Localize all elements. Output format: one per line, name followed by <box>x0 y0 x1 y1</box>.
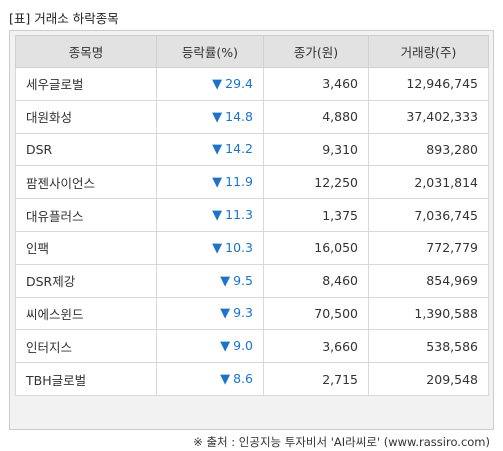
stock-name-cell: DSR <box>15 132 157 167</box>
close-price-cell: 9,310 <box>263 132 369 167</box>
close-price-cell: 3,660 <box>263 329 369 364</box>
close-price-cell: 8,460 <box>263 263 369 298</box>
volume-cell: 209,548 <box>368 362 489 396</box>
change-rate-value: 29.4 <box>225 75 253 91</box>
volume-cell: 12,946,745 <box>368 67 489 101</box>
change-rate-cell: ▼ 9.5 <box>156 263 264 298</box>
table-row: 팜젠사이언스 ▼ 11.9 12,250 2,031,814 <box>15 165 489 200</box>
close-price-cell: 70,500 <box>263 296 369 331</box>
down-triangle-icon: ▼ <box>212 109 223 125</box>
down-triangle-icon: ▼ <box>212 175 223 191</box>
close-price-cell: 3,460 <box>263 67 369 101</box>
volume-cell: 37,402,333 <box>368 99 489 134</box>
stock-name-cell: 인터지스 <box>15 329 157 364</box>
stock-name-cell: 팜젠사이언스 <box>15 165 157 200</box>
table-row: 대유플러스 ▼ 11.3 1,375 7,036,745 <box>15 198 489 232</box>
down-triangle-icon: ▼ <box>220 306 231 322</box>
volume-cell: 772,779 <box>368 230 489 265</box>
down-triangle-icon: ▼ <box>220 339 231 355</box>
change-rate-cell: ▼ 10.3 <box>156 230 264 265</box>
change-rate-value: 11.9 <box>225 174 253 190</box>
stock-name-cell: 인팩 <box>15 230 157 265</box>
table-row: 대원화성 ▼ 14.8 4,880 37,402,333 <box>15 99 489 134</box>
table-row: 인팩 ▼ 10.3 16,050 772,779 <box>15 230 489 265</box>
change-rate-value: 10.3 <box>225 239 253 255</box>
stock-name-cell: TBH글로벌 <box>15 362 157 396</box>
change-rate-cell: ▼ 14.8 <box>156 99 264 134</box>
change-rate-value: 14.2 <box>225 141 253 157</box>
change-rate-value: 9.5 <box>233 272 253 288</box>
change-rate-cell: ▼ 9.0 <box>156 329 264 364</box>
falling-stocks-table: 종목명 등락률(%) 종가(원) 거래량(주) 세우글로벌 ▼ 29.4 3,460 1… <box>15 35 489 396</box>
down-triangle-icon: ▼ <box>212 76 223 92</box>
down-triangle-icon: ▼ <box>212 142 223 158</box>
change-rate-value: 9.0 <box>233 338 253 354</box>
stock-name-cell: DSR제강 <box>15 263 157 298</box>
volume-cell: 854,969 <box>368 263 489 298</box>
page-title: [표] 거래소 하락종목 <box>9 11 119 26</box>
table-row: 세우글로벌 ▼ 29.4 3,460 12,946,745 <box>15 67 489 101</box>
table-header-row: 종목명 등락률(%) 종가(원) 거래량(주) <box>15 35 489 68</box>
volume-cell: 893,280 <box>368 132 489 167</box>
change-rate-cell: ▼ 14.2 <box>156 132 264 167</box>
volume-cell: 2,031,814 <box>368 165 489 200</box>
table-row: TBH글로벌 ▼ 8.6 2,715 209,548 <box>15 362 489 396</box>
table-row: 인터지스 ▼ 9.0 3,660 538,586 <box>15 329 489 364</box>
stock-name-cell: 대원화성 <box>15 99 157 134</box>
change-rate-value: 9.3 <box>233 305 253 321</box>
close-price-cell: 1,375 <box>263 198 369 232</box>
down-triangle-icon: ▼ <box>220 372 231 388</box>
header-change-rate: 등락률(%) <box>156 35 264 68</box>
change-rate-value: 11.3 <box>225 207 253 223</box>
change-rate-value: 14.8 <box>225 108 253 124</box>
close-price-cell: 12,250 <box>263 165 369 200</box>
stock-name-cell: 씨에스윈드 <box>15 296 157 331</box>
down-triangle-icon: ▼ <box>212 208 223 224</box>
change-rate-cell: ▼ 9.3 <box>156 296 264 331</box>
change-rate-cell: ▼ 11.9 <box>156 165 264 200</box>
table-row: 씨에스윈드 ▼ 9.3 70,500 1,390,588 <box>15 296 489 331</box>
volume-cell: 1,390,588 <box>368 296 489 331</box>
volume-cell: 538,586 <box>368 329 489 364</box>
change-rate-cell: ▼ 29.4 <box>156 67 264 101</box>
table-row: DSR제강 ▼ 9.5 8,460 854,969 <box>15 263 489 298</box>
close-price-cell: 16,050 <box>263 230 369 265</box>
header-close-price: 종가(원) <box>263 35 369 68</box>
change-rate-cell: ▼ 11.3 <box>156 198 264 232</box>
change-rate-cell: ▼ 8.6 <box>156 362 264 396</box>
close-price-cell: 2,715 <box>263 362 369 396</box>
down-triangle-icon: ▼ <box>212 240 223 256</box>
header-stock-name: 종목명 <box>15 35 157 68</box>
close-price-cell: 4,880 <box>263 99 369 134</box>
table-row: DSR ▼ 14.2 9,310 893,280 <box>15 132 489 167</box>
source-note: ※ 출처 : 인공지능 투자비서 'AI라씨로' (www.rassiro.co… <box>193 435 490 449</box>
header-volume: 거래량(주) <box>368 35 489 68</box>
stock-name-cell: 세우글로벌 <box>15 67 157 101</box>
down-triangle-icon: ▼ <box>220 273 231 289</box>
stock-name-cell: 대유플러스 <box>15 198 157 232</box>
change-rate-value: 8.6 <box>233 371 253 387</box>
volume-cell: 7,036,745 <box>368 198 489 232</box>
